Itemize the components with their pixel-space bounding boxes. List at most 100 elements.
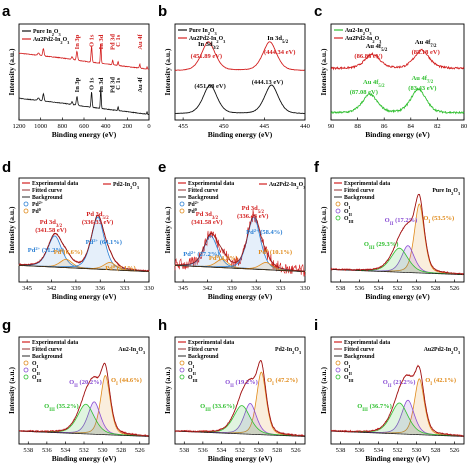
panel-label: a xyxy=(2,3,11,20)
background-line xyxy=(174,265,306,272)
fitted-curve xyxy=(330,193,464,275)
legend-entry: Pure In2O3 xyxy=(33,29,61,37)
peak-annotation: Pd 3d3/2 xyxy=(196,211,219,221)
legend-entry: Au2Pd2-In2O3 xyxy=(189,36,226,44)
peak-annotation: Pd2+ (58.4%) xyxy=(246,228,282,237)
legend-entry: OII xyxy=(32,368,40,376)
x-tick-label: 530 xyxy=(98,447,108,454)
x-tick-label: 86 xyxy=(381,123,388,130)
legend-entry: Pd2+ xyxy=(32,200,44,209)
component-annotation: OIII (35.2%) xyxy=(44,403,79,413)
peak-annotation: (336.33 eV) xyxy=(82,219,113,226)
series-Pure In2O3 xyxy=(174,84,305,115)
legend-swatch xyxy=(179,374,185,380)
peak-energy: (444.13 eV) xyxy=(252,79,283,86)
legend-entry: Fitted curve xyxy=(344,188,375,194)
peak-name: Au 4f7/2 xyxy=(415,39,437,49)
x-tick-label: 536 xyxy=(42,447,53,454)
x-axis-label: Binding energy (eV) xyxy=(52,454,117,463)
background-line xyxy=(174,430,305,437)
legend-entry: Fitted curve xyxy=(32,347,63,353)
legend-entry: OIII xyxy=(32,375,42,383)
x-tick-label: 532 xyxy=(79,447,89,454)
x-tick-label: 450 xyxy=(219,123,229,130)
peak-annotation: Pd0 (10.1%) xyxy=(258,248,292,257)
plot-frame xyxy=(18,177,150,283)
x-tick-label: 455 xyxy=(178,123,188,130)
peak-annotation: Au 4f xyxy=(137,33,144,49)
x-tick-label: 336 xyxy=(95,285,106,292)
x-tick-label: 530 xyxy=(412,447,422,454)
panel-label: d xyxy=(2,159,11,176)
legend-swatch xyxy=(179,208,185,214)
legend-entry: OI xyxy=(344,202,351,210)
panel-label: f xyxy=(314,159,320,176)
peak-annotation: C 1s xyxy=(115,77,122,90)
x-tick-label: 534 xyxy=(61,447,72,454)
legend-entry: OIII xyxy=(344,375,354,383)
legend-entry: Experimental data xyxy=(188,340,234,346)
fitted-curve xyxy=(18,214,150,272)
peak-annotation: In 3p xyxy=(74,77,81,92)
panel-d: 345 342 339 336 333 330 Binding energy (eV) Int… xyxy=(2,159,154,301)
x-tick-label: 90 xyxy=(328,123,335,130)
series-Au2Pd2-In2O3 xyxy=(330,48,465,71)
legend-entry: Experimental data xyxy=(32,181,78,187)
legend-entry: OII xyxy=(344,368,352,376)
peak-annotation: Pd 3d5/2 xyxy=(242,205,265,215)
legend-swatch xyxy=(23,208,29,214)
y-axis-label: Intensity (a.u.) xyxy=(163,206,172,253)
peak-annotation: (336.43 eV) xyxy=(237,213,268,220)
fitted-curve xyxy=(330,365,464,437)
peak-annotation: C 1s xyxy=(115,34,122,47)
peak-energy: (451.68 eV) xyxy=(194,83,225,90)
x-tick-label: 534 xyxy=(374,285,385,292)
x-tick-label: 532 xyxy=(235,447,245,454)
peak-annotation: Pd 3d5/2 xyxy=(86,211,109,221)
series-Au2-In2O3 xyxy=(330,87,465,115)
legend-entry: Pure In2O3 xyxy=(189,28,217,36)
x-tick-label: 0 xyxy=(147,123,150,130)
peak-energy: (83.43 eV) xyxy=(408,85,436,92)
peak-annotation: Pd0(4.3%) xyxy=(209,254,238,263)
y-axis-label: Intensity (a.u.) xyxy=(163,48,172,95)
x-tick-label: 538 xyxy=(179,447,189,454)
x-tick-label: 88 xyxy=(354,123,361,130)
legend-entry: Background xyxy=(188,195,219,201)
legend-entry: OIII xyxy=(344,216,354,224)
legend-swatch xyxy=(23,360,29,366)
legend-swatch xyxy=(335,215,341,221)
component-annotation: OII (21.2%) xyxy=(383,379,416,389)
panel-label: h xyxy=(158,317,167,334)
x-axis-label: Binding energy (eV) xyxy=(208,292,273,301)
peak-energy: (87.08 eV) xyxy=(350,89,378,96)
x-tick-label: 600 xyxy=(79,123,89,130)
sample-label: Pd2-In2O3 xyxy=(113,182,140,190)
x-tick-label: 530 xyxy=(412,285,422,292)
x-tick-label: 538 xyxy=(23,447,33,454)
fitted-curve xyxy=(174,360,305,437)
legend-swatch xyxy=(335,201,341,207)
peak-energy: (451.89 eV) xyxy=(191,53,222,60)
peak-name: In 3d3/2 xyxy=(198,41,219,51)
x-axis-label: Binding energy (eV) xyxy=(208,130,273,139)
legend-entry: Fitted curve xyxy=(344,347,375,353)
x-tick-label: 339 xyxy=(71,285,81,292)
x-tick-label: 336 xyxy=(251,285,262,292)
x-tick-label: 538 xyxy=(336,447,346,454)
x-tick-label: 200 xyxy=(122,123,132,130)
panel-label: e xyxy=(158,159,166,176)
background-line xyxy=(18,265,150,272)
x-tick-label: 536 xyxy=(355,447,366,454)
x-tick-label: 528 xyxy=(116,447,126,454)
x-tick-label: 339 xyxy=(227,285,237,292)
legend-swatch xyxy=(23,201,29,207)
legend-entry: Background xyxy=(32,195,63,201)
x-tick-label: 333 xyxy=(120,285,130,292)
legend-entry: OII xyxy=(188,368,196,376)
component-annotation: OI (42.1%) xyxy=(425,377,456,387)
panel-label: g xyxy=(2,317,11,334)
plot-frame xyxy=(174,177,306,283)
component-annotation: OII (17.2%) xyxy=(385,217,418,227)
